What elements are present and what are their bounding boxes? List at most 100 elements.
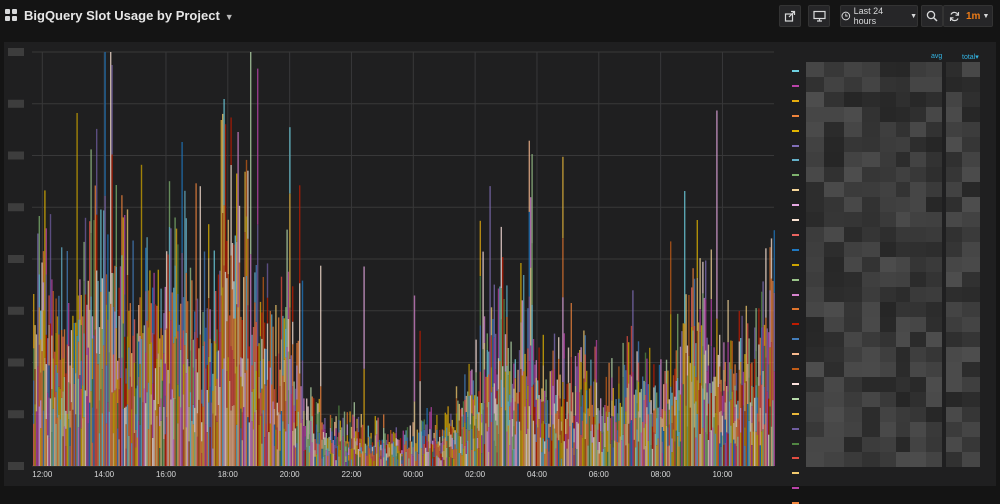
legend-series-swatch[interactable] [792,397,799,400]
legend-series-swatch[interactable] [792,382,799,385]
series-bar-segment [110,52,112,304]
series-bar-segment [133,433,136,466]
series-bar-segment [268,361,270,433]
series-bar-segment [601,451,603,466]
legend-series-swatch[interactable] [792,308,799,311]
series-bar-segment [488,374,490,402]
legend-series-swatch[interactable] [792,174,799,177]
series-bar-segment [628,443,630,466]
legend-cell-redacted [806,452,824,467]
legend-cell-redacted [910,272,926,287]
series-bar-segment [72,368,74,410]
legend-series-swatch[interactable] [792,114,799,117]
series-bar-segment [462,414,465,427]
legend-series-swatch[interactable] [792,338,799,341]
series-bar-segment [107,402,109,466]
legend-cell-redacted [862,197,880,212]
legend-series-swatch[interactable] [792,159,799,162]
legend-series-swatch[interactable] [792,129,799,132]
series-bar-segment [576,392,578,422]
legend-series-swatch[interactable] [792,293,799,296]
legend-series-swatch[interactable] [792,472,799,475]
series-bar-segment [173,398,175,440]
legend-series-swatch[interactable] [792,204,799,207]
legend-series-swatch[interactable] [792,233,799,236]
legend-series-swatch[interactable] [792,278,799,281]
legend-series-swatch[interactable] [792,487,799,490]
y-tick-label-redacted [8,255,24,263]
series-bar-segment [236,366,238,425]
series-bar-segment [388,442,390,448]
series-bar-segment [439,458,441,466]
series-bar-segment [545,397,547,423]
series-bar-segment [131,409,133,444]
series-bar-segment [413,295,416,402]
share-dashboard-button[interactable] [779,5,801,27]
series-bar-segment [730,399,732,426]
series-bar-segment [45,364,47,420]
time-range-picker[interactable]: Last 24 hours ▼ [840,5,918,27]
series-bar-segment [301,360,304,420]
legend-series-swatch[interactable] [792,457,799,460]
series-bar-segment [79,414,81,466]
legend-series-swatch[interactable] [792,84,799,87]
series-bar-segment [247,417,249,466]
series-bar-segment [622,377,624,435]
series-bar-segment [336,436,339,446]
series-bar-segment [604,446,606,466]
series-bar-segment [202,406,204,466]
legend-cell-redacted [824,62,844,77]
legend-series-swatch[interactable] [792,144,799,147]
y-tick-label-redacted [8,203,24,212]
legend-series-swatch[interactable] [792,353,799,356]
series-bar-segment [748,421,750,466]
legend-series-swatch[interactable] [792,427,799,430]
series-bar-segment [42,282,45,311]
series-bar-segment [549,371,551,427]
series-bar-segment [525,434,528,466]
series-bar-segment [668,399,670,410]
zoom-out-button[interactable] [921,5,943,27]
series-bar-segment [566,383,568,402]
legend-header-total[interactable]: total▾ [962,54,979,61]
tv-mode-button[interactable] [808,5,830,27]
series-bar-segment [616,442,619,466]
legend-series-swatch[interactable] [792,442,799,445]
series-bar-segment [79,279,81,320]
series-bar-segment [300,423,302,466]
legend-series-swatch[interactable] [792,189,799,192]
series-bar-segment [523,275,525,372]
dashboard-title-picker[interactable]: BigQuery Slot Usage by Project ▼ [24,8,234,23]
legend-series-swatch[interactable] [792,368,799,370]
series-bar-segment [90,391,92,466]
series-bar-segment [637,341,640,363]
sort-desc-icon: ▾ [975,54,979,61]
series-bar-segment [455,432,458,449]
legend-header-avg[interactable]: avg [931,53,943,60]
refresh-button[interactable]: 1m ▼ [943,5,993,27]
series-bar-segment [96,214,98,271]
legend-series-swatch[interactable] [792,99,799,102]
series-bar-segment [443,451,445,460]
series-bar-segment [567,413,570,440]
legend-series-swatch[interactable] [792,412,799,415]
legend-series-swatch[interactable] [792,248,799,251]
legend-cell-redacted [962,347,980,362]
series-bar-segment [363,266,365,369]
series-bar-segment [476,414,479,429]
legend-series-swatch[interactable] [792,219,799,221]
legend-series-swatch[interactable] [792,323,799,326]
series-bar-segment [500,379,502,408]
series-bar-segment [451,437,453,450]
legend-series-swatch[interactable] [792,263,799,266]
dashboard-grid-icon[interactable] [5,9,18,22]
series-bar-segment [581,437,584,466]
series-bar-segment [353,402,355,417]
series-bar-segment [189,267,192,351]
series-bar-segment [541,401,543,424]
series-bar-segment [192,339,194,368]
series-bar-segment [464,446,466,466]
legend-series-swatch[interactable] [792,70,799,72]
slot-usage-chart[interactable]: 12:00 14:00 16:00 18:00 20:00 22:00 00:00 02:00… [4,42,784,486]
series-bar-segment [380,440,382,445]
